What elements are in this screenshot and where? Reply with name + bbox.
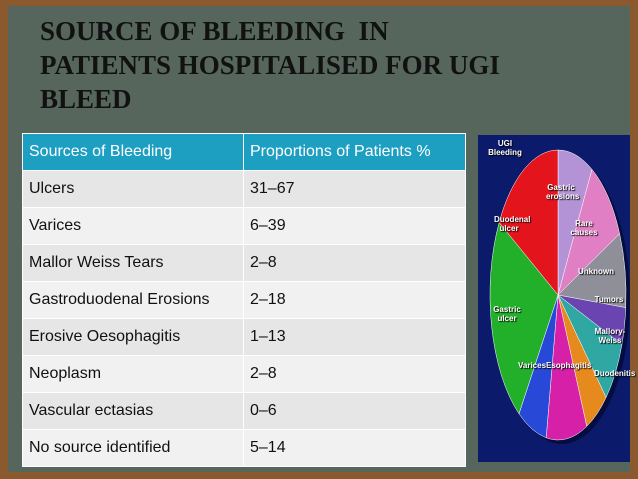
pie-slice — [545, 294, 588, 441]
pie-label: Gastric erosions — [546, 183, 580, 201]
table-row: Vascular ectasias 0–6 — [22, 392, 466, 430]
header-cell: Proportions of Patients % — [243, 133, 466, 171]
table-cell: 2–8 — [243, 244, 466, 282]
pie-label: Esophagitis — [546, 361, 592, 370]
header-cell: Sources of Bleeding — [22, 133, 244, 171]
pie-label: Gastric ulcer — [493, 305, 521, 323]
pie-slice — [498, 149, 559, 296]
table-cell: Mallor Weiss Tears — [22, 244, 244, 282]
table-row: No source identified 5–14 — [22, 429, 466, 467]
pie-svg — [489, 149, 630, 444]
pie-label: Duodenitis — [594, 369, 636, 378]
table-cell: Neoplasm — [22, 355, 244, 393]
pie-label: UGI Bleeding — [488, 139, 522, 157]
pie-image: UGI Bleeding Gastric erosions Rare causes U… — [478, 135, 636, 462]
table-cell: Vascular ectasias — [22, 392, 244, 430]
pie-label: Duodenal ulcer — [494, 215, 531, 233]
table-cell: Ulcers — [22, 170, 244, 208]
title-line: BLEED — [40, 84, 132, 114]
table-cell: 1–13 — [243, 318, 466, 356]
table-body: Ulcers 31–67 Varices 6–39 Mallor Weiss Tears… — [22, 170, 466, 467]
table-cell: Varices — [22, 207, 244, 245]
table-row: Neoplasm 2–8 — [22, 355, 466, 393]
pie-label: Tumors — [594, 295, 624, 304]
table-cell: 0–6 — [243, 392, 466, 430]
pie-slice — [557, 168, 620, 296]
table-cell: 2–18 — [243, 281, 466, 319]
pie-label: Unknown — [578, 267, 614, 276]
table-row: Ulcers 31–67 — [22, 170, 466, 208]
pie-label: Varices — [518, 361, 547, 370]
table-row: Varices 6–39 — [22, 207, 466, 245]
table-cell: Gastroduodenal Erosions — [22, 281, 244, 319]
title-line: PATIENTS HOSPITALISED FOR UGI — [40, 50, 500, 80]
header-row: Sources of Bleeding Proportions of Patie… — [22, 133, 466, 171]
table-cell: 2–8 — [243, 355, 466, 393]
pie-label: Rare causes — [570, 219, 598, 237]
title-line: SOURCE OF BLEEDING IN — [40, 16, 389, 46]
table-cell: 5–14 — [243, 429, 466, 467]
table-cell: No source identified — [22, 429, 244, 467]
table-cell: Erosive Oesophagitis — [22, 318, 244, 356]
table-row: Mallor Weiss Tears 2–8 — [22, 244, 466, 282]
table-cell: 6–39 — [243, 207, 466, 245]
table-row: Erosive Oesophagitis 1–13 — [22, 318, 466, 356]
pie-slice — [489, 221, 559, 415]
pie-label: Mallory-Weiss — [594, 327, 626, 345]
table-row: Gastroduodenal Erosions 2–18 — [22, 281, 466, 319]
table: Sources of Bleeding Proportions of Patie… — [22, 133, 466, 467]
table-cell: 31–67 — [243, 170, 466, 208]
slide-title: SOURCE OF BLEEDING IN PATIENTS HOSPITALI… — [40, 14, 500, 116]
